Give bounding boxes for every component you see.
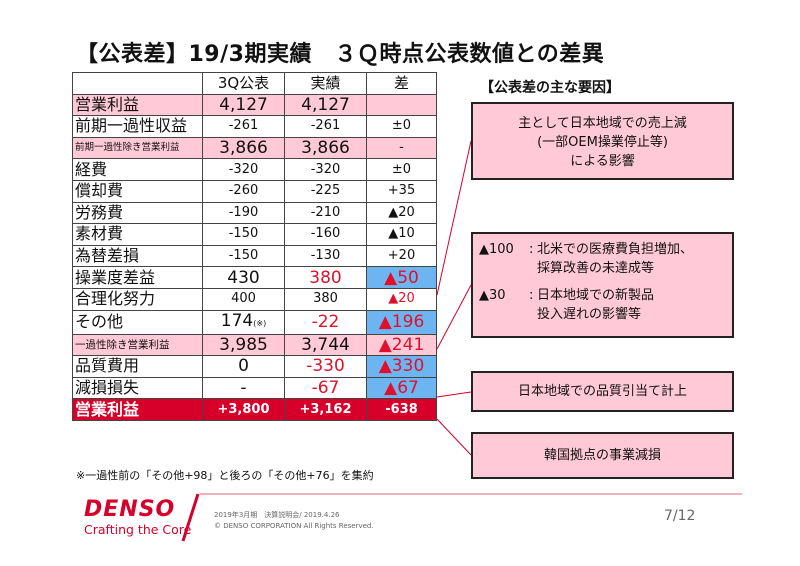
table-row: 品質費用 0 -330 ▲330 — [72, 355, 437, 378]
table-row: 経費 -320 -320 ±0 — [72, 158, 437, 181]
cell-diff: ▲330 — [366, 355, 437, 378]
row-label: 素材費 — [72, 223, 203, 246]
colon: : — [529, 242, 534, 257]
reason-line: 日本地域での新製品 — [537, 288, 655, 303]
reason-line: 投入遅れの影響等 — [537, 307, 642, 322]
total-row: 営業利益 +3,800 +3,162 -638 — [72, 398, 437, 421]
note-marker: (※) — [253, 318, 267, 328]
row-label: 営業利益 — [72, 398, 203, 421]
reason-text: 日本地域での新製品 投入遅れの影響等 — [537, 286, 654, 324]
row-label: 営業利益 — [72, 93, 203, 117]
cell-diff: ▲241 — [366, 333, 437, 357]
cell-actual: -261 — [284, 115, 367, 138]
cell-diff: ▲196 — [366, 309, 437, 335]
comparison-table: 3Q公表 実績 差 営業利益 4,127 4,127 前期一過性収益 -261 … — [72, 72, 437, 421]
table-row: 営業利益 4,127 4,127 — [72, 93, 437, 117]
cell-diff: -638 — [366, 398, 437, 421]
row-label: 前期一過性除き営業利益 — [72, 136, 203, 160]
row-label: 償却費 — [72, 179, 203, 203]
table-row: 為替差損 -150 -130 +20 — [72, 244, 437, 268]
callout-korea-impairment: 韓国拠点の事業減損 — [471, 432, 734, 479]
table-row: 減損損失 - -67 ▲67 — [72, 376, 437, 400]
table-row: 償却費 -260 -225 +35 — [72, 179, 437, 203]
reason-line: 北米での医療費負担増加、 — [537, 242, 694, 257]
cell-diff: - — [366, 136, 437, 160]
reason-amount: ▲100 — [479, 242, 514, 257]
cell-diff: ▲10 — [366, 223, 437, 246]
footnote: ※一過性前の「その他+98」と後ろの「その他+76」を集約 — [76, 469, 374, 482]
row-label: 労務費 — [72, 201, 203, 225]
cell-3q: 3,866 — [202, 136, 285, 160]
callout-line: による影響 — [570, 154, 635, 169]
cell-actual: -210 — [284, 201, 367, 225]
cell-actual: -225 — [284, 179, 367, 203]
table-row: 前期一過性除き営業利益 3,866 3,866 - — [72, 136, 437, 160]
cell-actual: -160 — [284, 223, 367, 246]
page-title: 【公表差】19/3期実績 ３Ｑ時点公表数値との差異 — [76, 42, 605, 67]
table-row: 一過性除き営業利益 3,985 3,744 ▲241 — [72, 333, 437, 357]
reason-line: 採算改善の未達成等 — [537, 261, 655, 276]
cell-actual: +3,162 — [284, 398, 367, 421]
table-row: 前期一過性収益 -261 -261 ±0 — [72, 115, 437, 138]
cell-diff: +20 — [366, 244, 437, 268]
cell-3q: -260 — [202, 179, 285, 203]
callout-sales-decline: 主として日本地域での売上減 (一部OEM操業停止等) による影響 — [471, 102, 734, 180]
cell-diff: ▲20 — [366, 201, 437, 225]
table-row: 操業度差益 430 380 ▲50 — [72, 266, 437, 289]
cell-actual: 4,127 — [284, 93, 367, 117]
row-label: 経費 — [72, 158, 203, 181]
header-3q: 3Q公表 — [202, 72, 285, 95]
cell-3q: 174(※) — [202, 309, 285, 335]
denso-logo: DENSO Crafting the Core — [84, 498, 191, 538]
cell-3q: +3,800 — [202, 398, 285, 421]
table-row: その他 174(※) -22 ▲196 — [72, 309, 437, 335]
cell-diff — [366, 93, 437, 117]
table-row: 素材費 -150 -160 ▲10 — [72, 223, 437, 246]
cell-3q: -320 — [202, 158, 285, 181]
reason-item: ▲30 : 日本地域での新製品 投入遅れの影響等 — [479, 286, 732, 324]
callout-rationalization: ▲100 : 北米での医療費負担増加、 採算改善の未達成等 ▲30 : 日本地域… — [471, 232, 734, 338]
row-label: 一過性除き営業利益 — [72, 333, 203, 357]
cell-actual: -330 — [284, 355, 367, 378]
value: 174 — [220, 310, 254, 331]
event-label: 2019年3月期 決算説明会/ 2019.4.26 — [214, 511, 340, 519]
callout-line: 主として日本地域での売上減 — [518, 116, 687, 131]
brand-name: DENSO — [84, 497, 176, 522]
cell-diff: ±0 — [366, 115, 437, 138]
brand-tagline: Crafting the Core — [84, 522, 192, 537]
row-label: 為替差損 — [72, 244, 203, 268]
reason-amount: ▲30 — [479, 288, 506, 303]
colon: : — [529, 288, 534, 303]
callout-line: (一部OEM操業停止等) — [537, 135, 668, 150]
cell-actual: 3,866 — [284, 136, 367, 160]
callout-quality-provision: 日本地域での品質引当て計上 — [471, 371, 734, 412]
reason-item: ▲100 : 北米での医療費負担増加、 採算改善の未達成等 — [479, 240, 732, 278]
cell-3q: -190 — [202, 201, 285, 225]
cell-diff: ▲67 — [366, 376, 437, 400]
copyright: © DENSO CORPORATION All Rights Reserved. — [214, 522, 374, 530]
cell-3q: -261 — [202, 115, 285, 138]
cell-actual: -22 — [284, 309, 367, 335]
footer-meta: 2019年3月期 決算説明会/ 2019.4.26 © DENSO CORPOR… — [214, 510, 374, 532]
cell-3q: 400 — [202, 287, 285, 311]
cell-diff: ▲50 — [366, 266, 437, 289]
table-row: 労務費 -190 -210 ▲20 — [72, 201, 437, 225]
page-number: 7/12 — [664, 508, 696, 524]
row-label: 操業度差益 — [72, 266, 203, 289]
table-header-row: 3Q公表 実績 差 — [72, 72, 437, 95]
cell-diff: +35 — [366, 179, 437, 203]
cell-diff: ±0 — [366, 158, 437, 181]
row-label: 前期一過性収益 — [72, 115, 203, 138]
row-label: その他 — [72, 309, 203, 335]
reasons-title: 【公表差の主な要因】 — [480, 80, 620, 96]
reason-text: 北米での医療費負担増加、 採算改善の未達成等 — [537, 240, 693, 278]
cell-actual: 380 — [284, 266, 367, 289]
